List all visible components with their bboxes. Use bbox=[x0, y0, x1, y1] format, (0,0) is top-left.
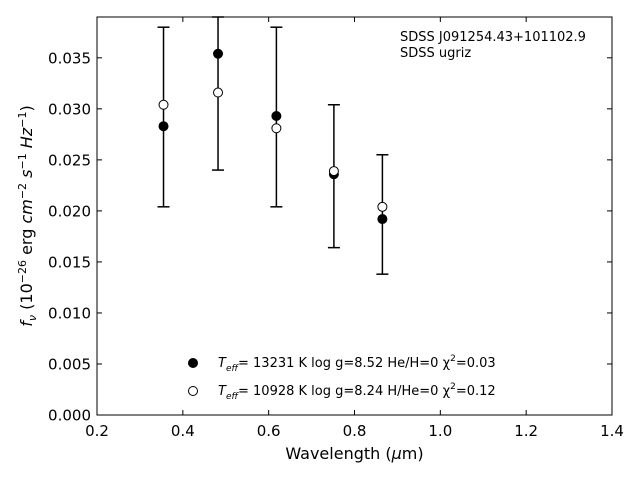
y-tick-label: 0.020 bbox=[48, 202, 91, 220]
data-point-open bbox=[377, 201, 388, 212]
x-axis-label: Wavelength (μm) bbox=[285, 444, 423, 463]
y-tick-label: 0.030 bbox=[48, 100, 91, 118]
y-tick-label: 0.035 bbox=[48, 49, 91, 67]
y-tick-label: 0.025 bbox=[48, 151, 91, 169]
legend-marker-filled bbox=[188, 358, 198, 368]
object-name-annotation: SDSS J091254.43+101102.9 bbox=[400, 30, 586, 45]
data-markers bbox=[158, 48, 388, 225]
x-tick-label: 1.2 bbox=[514, 422, 538, 440]
x-tick-label: 0.8 bbox=[343, 422, 367, 440]
data-point-open bbox=[213, 87, 224, 98]
x-tick-label: 1.4 bbox=[600, 422, 624, 440]
y-tick-label: 0.010 bbox=[48, 304, 91, 322]
legend-marker-open bbox=[188, 386, 198, 396]
y-tick-label: 0.015 bbox=[48, 253, 91, 271]
y-axis-ticks: 0.000 0.005 0.010 0.015 0.020 0.025 0.030 0.035 bbox=[48, 49, 612, 425]
data-point-open bbox=[158, 99, 169, 110]
y-tick-label: 0.000 bbox=[48, 407, 91, 425]
legend-entry-1: Teff= 13231 K log g=8.52 He/H=0 χ2=0.03 bbox=[218, 354, 496, 374]
x-axis-ticks: 0.2 0.4 0.6 0.8 1.0 1.2 1.4 bbox=[85, 17, 624, 440]
data-point-open bbox=[328, 166, 339, 177]
data-point-filled bbox=[377, 214, 388, 225]
error-bars bbox=[157, 16, 389, 275]
legend-entry-2: Teff= 10928 K log g=8.24 H/He=0 χ2=0.12 bbox=[218, 382, 496, 402]
data-point-filled bbox=[158, 121, 169, 132]
y-tick-label: 0.005 bbox=[48, 355, 91, 373]
x-tick-label: 0.4 bbox=[171, 422, 195, 440]
y-axis-label: fν (10−26 erg cm−2 s−1 Hz−1) bbox=[16, 105, 39, 326]
data-point-filled bbox=[213, 48, 224, 59]
x-tick-label: 0.6 bbox=[257, 422, 281, 440]
x-tick-label: 1.0 bbox=[428, 422, 452, 440]
data-point-filled bbox=[271, 110, 282, 121]
survey-annotation: SDSS ugriz bbox=[400, 46, 471, 61]
x-tick-label: 0.2 bbox=[85, 422, 109, 440]
legend: Teff= 13231 K log g=8.52 He/H=0 χ2=0.03 … bbox=[188, 354, 496, 402]
data-point-open bbox=[271, 123, 282, 134]
